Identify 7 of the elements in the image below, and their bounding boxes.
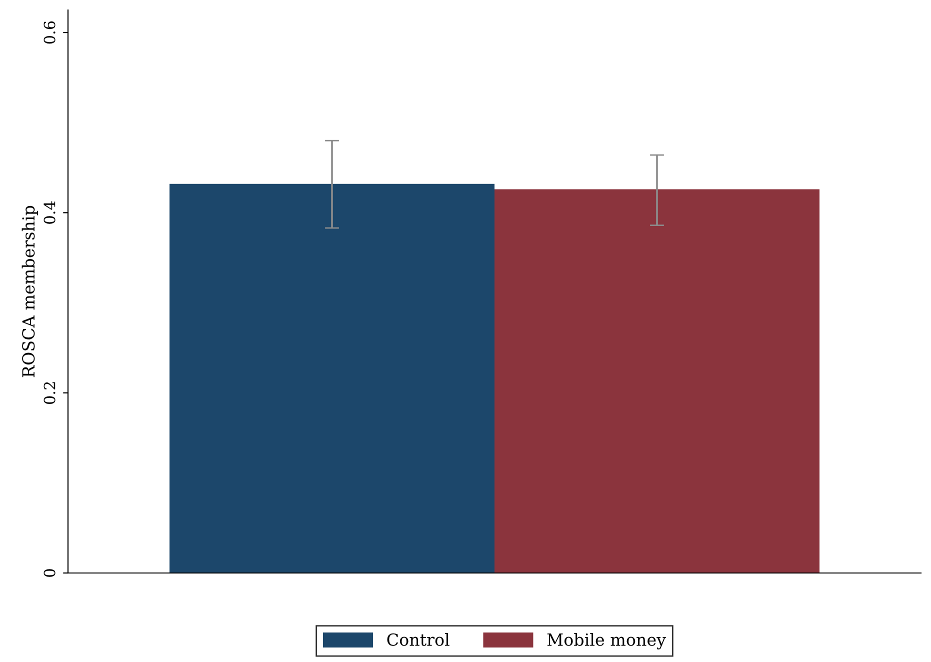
legend-label: Control — [387, 633, 450, 646]
y-tick-label: 0.2 — [44, 382, 56, 404]
legend-label: Mobile money — [547, 633, 666, 650]
y-tick-label: 0.4 — [44, 201, 56, 224]
y-axis-title: ROSCA membership — [22, 206, 38, 378]
y-tick-label: 0 — [44, 569, 56, 577]
y-tick-label: 0.6 — [44, 21, 56, 44]
